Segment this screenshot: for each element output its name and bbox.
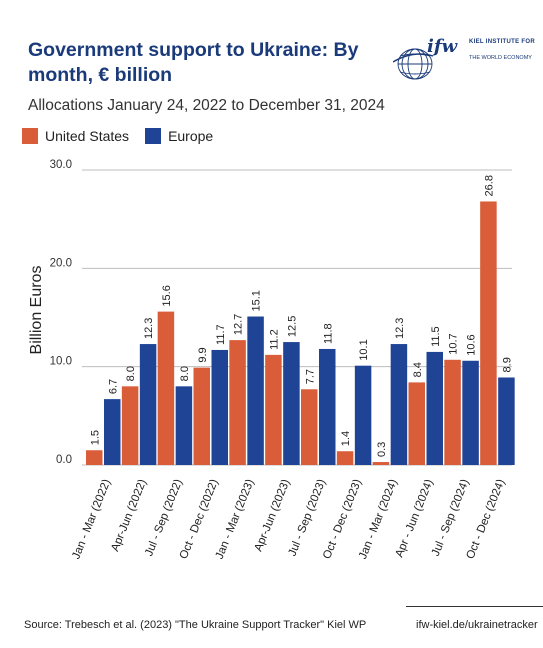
x-tick-label: Apr-Jun (2022) — [109, 477, 149, 553]
data-label: 12.7 — [233, 314, 245, 335]
chart-legend: United States Europe — [22, 128, 213, 144]
data-label: 12.3 — [143, 318, 155, 339]
x-tick-label: Jul - Sep (2023) — [287, 477, 329, 558]
data-label: 8.4 — [412, 362, 424, 377]
globe-icon — [392, 48, 434, 80]
y-tick-label: 30.0 — [50, 159, 72, 171]
chart-title: Government support to Ukraine: By month,… — [28, 39, 359, 86]
footer-divider — [406, 606, 543, 607]
data-label: 11.7 — [215, 324, 227, 345]
data-label: 11.2 — [268, 329, 280, 350]
bar-us — [444, 359, 461, 465]
data-label: 10.7 — [448, 333, 460, 354]
x-tick-label: Jul - Sep (2022) — [143, 477, 185, 558]
x-tick-label: Jan - Mar (2022) — [70, 477, 113, 560]
bar-us — [372, 462, 390, 465]
bar-europe — [354, 365, 372, 465]
bar-europe — [139, 344, 157, 465]
data-label: 11.5 — [430, 326, 442, 347]
chart-subtitle: Allocations January 24, 2022 to December… — [28, 97, 385, 114]
bar-europe — [426, 351, 443, 465]
legend-label-us: United States — [45, 128, 130, 144]
bar-us — [229, 340, 246, 465]
ifw-logo: ifw KIEL INSTITUTE FOR THE WORLD ECONOMY — [392, 36, 535, 82]
bar-us — [480, 201, 497, 465]
source-link[interactable]: ifw-kiel.de/ukrainetracker — [416, 619, 538, 631]
bar-europe — [283, 342, 300, 465]
bar-europe — [104, 399, 121, 465]
y-tick-label: 20.0 — [50, 257, 72, 269]
bar-europe — [175, 386, 193, 465]
data-label: 12.3 — [394, 318, 406, 339]
bar-europe — [390, 344, 408, 465]
bar-europe — [462, 360, 479, 465]
data-label: 8.0 — [179, 366, 191, 381]
x-tick-label: Jul - Sep (2024) — [430, 477, 472, 558]
y-axis-label: Billion Euros — [28, 266, 45, 355]
logo-line-2: THE WORLD ECONOMY — [469, 54, 532, 61]
bar-us — [86, 450, 103, 465]
bar-europe — [211, 349, 228, 465]
data-label: 15.1 — [251, 290, 263, 311]
data-label: 6.7 — [107, 379, 119, 394]
data-label: 10.6 — [466, 334, 478, 355]
data-label: 10.1 — [358, 339, 370, 360]
x-tick-label: Apr-Jun (2023) — [253, 477, 293, 553]
data-label: 26.8 — [483, 175, 495, 196]
x-tick-label: Oct - Dec (2023) — [321, 477, 364, 560]
x-tick-label: Oct - Dec (2024) — [464, 477, 507, 560]
x-tick-label: Oct - Dec (2022) — [178, 477, 221, 560]
bar-europe — [319, 348, 336, 465]
y-tick-label: 10.0 — [50, 356, 72, 368]
bar-europe — [498, 377, 515, 465]
data-label: 11.8 — [322, 323, 334, 344]
bar-us — [301, 389, 318, 465]
data-label: 8.9 — [501, 357, 513, 372]
data-label: 7.7 — [304, 369, 316, 384]
y-tick-label: 0.0 — [56, 454, 72, 466]
bar-us — [265, 354, 282, 465]
legend-item-us: United States — [22, 128, 129, 144]
data-label: 12.5 — [286, 316, 298, 337]
data-label: 8.0 — [125, 366, 137, 381]
bar-us — [157, 311, 175, 465]
logo-line-1: KIEL INSTITUTE FOR — [469, 39, 535, 45]
legend-swatch-us — [22, 128, 38, 144]
bar-us — [336, 451, 354, 465]
bar-us — [193, 367, 210, 465]
x-tick-label: Jan - Mar (2023) — [214, 477, 257, 560]
logo-wordmark: ifw — [427, 36, 458, 57]
x-tick-label: Apr - Jun (2024) — [394, 477, 436, 559]
legend-label-europe: Europe — [168, 128, 214, 144]
bar-us — [408, 382, 425, 465]
bar-chart: 0.0 10.0 20.0 30.0 Billion Euros 1.5 6.7 Jan - … — [28, 159, 515, 561]
bar-us — [121, 386, 139, 465]
data-label: 1.5 — [89, 430, 101, 445]
bar-europe — [247, 316, 264, 465]
data-label: 9.9 — [197, 347, 209, 362]
data-label: 0.3 — [376, 442, 388, 457]
data-label: 15.6 — [161, 285, 173, 306]
source-note: Source: Trebesch et al. (2023) "The Ukra… — [24, 619, 367, 631]
legend-item-europe: Europe — [145, 128, 213, 144]
legend-swatch-europe — [145, 128, 162, 144]
data-label: 1.4 — [340, 431, 352, 446]
x-tick-label: Jan - Mar (2024) — [357, 477, 400, 560]
